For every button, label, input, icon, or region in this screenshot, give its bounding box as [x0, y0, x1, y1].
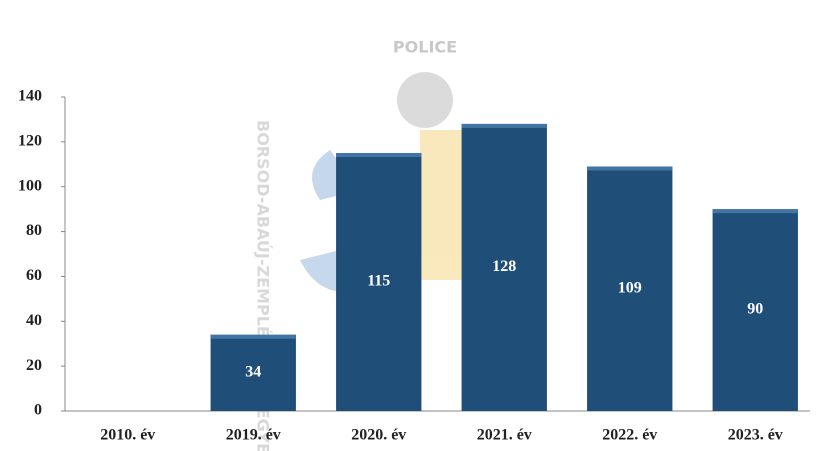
chart: POLICE BORSOD-ABAÚJ-ZEMPLÉN VÁRMEGYE 020…	[0, 0, 822, 451]
bar-highlight	[211, 335, 296, 339]
y-tick-label: 20	[26, 357, 42, 374]
watermark-title: POLICE	[393, 38, 457, 57]
x-tick-label: 2022. év	[602, 427, 657, 444]
y-tick-label: 120	[18, 133, 42, 150]
y-tick-label: 100	[18, 177, 42, 194]
x-tick-label: 2023. év	[728, 427, 783, 444]
x-tick-label: 2019. év	[226, 427, 281, 444]
value-label: 90	[747, 301, 763, 318]
logo-eagle	[397, 72, 453, 128]
x-tick-label: 2021. év	[477, 427, 532, 444]
x-tick-label: 2020. év	[351, 427, 406, 444]
value-label: 109	[618, 279, 642, 296]
y-tick-label: 60	[26, 267, 42, 284]
bar-highlight	[587, 167, 672, 171]
value-label: 34	[245, 364, 261, 381]
value-label: 128	[492, 258, 516, 275]
y-tick-label: 140	[18, 88, 42, 105]
y-tick-label: 0	[34, 402, 42, 419]
bar-highlight	[713, 209, 798, 213]
y-tick-label: 40	[26, 312, 42, 329]
y-tick-label: 80	[26, 222, 42, 239]
bar-highlight	[336, 153, 421, 157]
x-tick-label: 2010. év	[100, 427, 155, 444]
value-label: 115	[367, 273, 390, 290]
bar-highlight	[462, 124, 547, 128]
